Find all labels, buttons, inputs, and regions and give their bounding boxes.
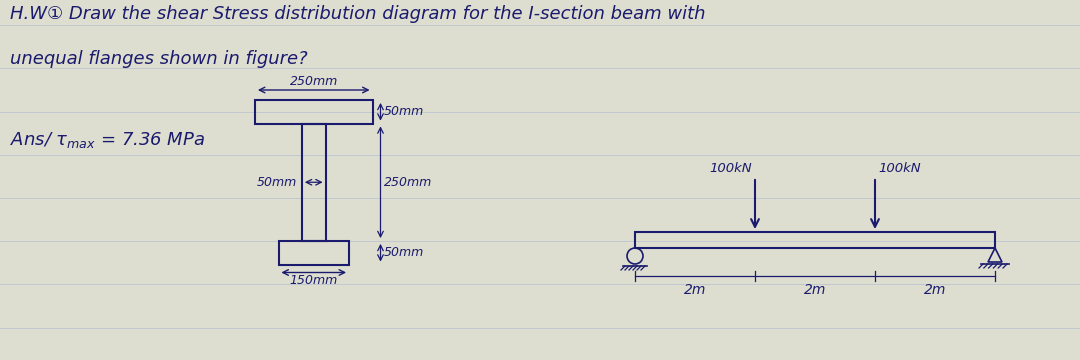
Text: 100kN: 100kN [878,162,920,175]
Text: 250mm: 250mm [383,176,432,189]
Bar [279,241,349,265]
Text: 2m: 2m [923,283,946,297]
Bar [302,123,325,241]
Text: H.W① Draw the shear Stress distribution diagram for the I-section beam with: H.W① Draw the shear Stress distribution … [10,5,705,23]
Text: 250mm: 250mm [289,75,338,88]
Text: Ans/ $\tau_{max}$ = 7.36 MPa: Ans/ $\tau_{max}$ = 7.36 MPa [10,130,205,150]
Text: 2m: 2m [804,283,826,297]
Text: 2m: 2m [684,283,706,297]
Text: 50mm: 50mm [257,176,297,189]
Text: unequal flanges shown in figure?: unequal flanges shown in figure? [10,50,308,68]
Text: 50mm: 50mm [383,105,423,118]
Bar [635,232,995,248]
Text: 50mm: 50mm [383,246,423,259]
Text: 100kN: 100kN [710,162,752,175]
Text: 150mm: 150mm [289,275,338,288]
Bar [255,100,373,123]
